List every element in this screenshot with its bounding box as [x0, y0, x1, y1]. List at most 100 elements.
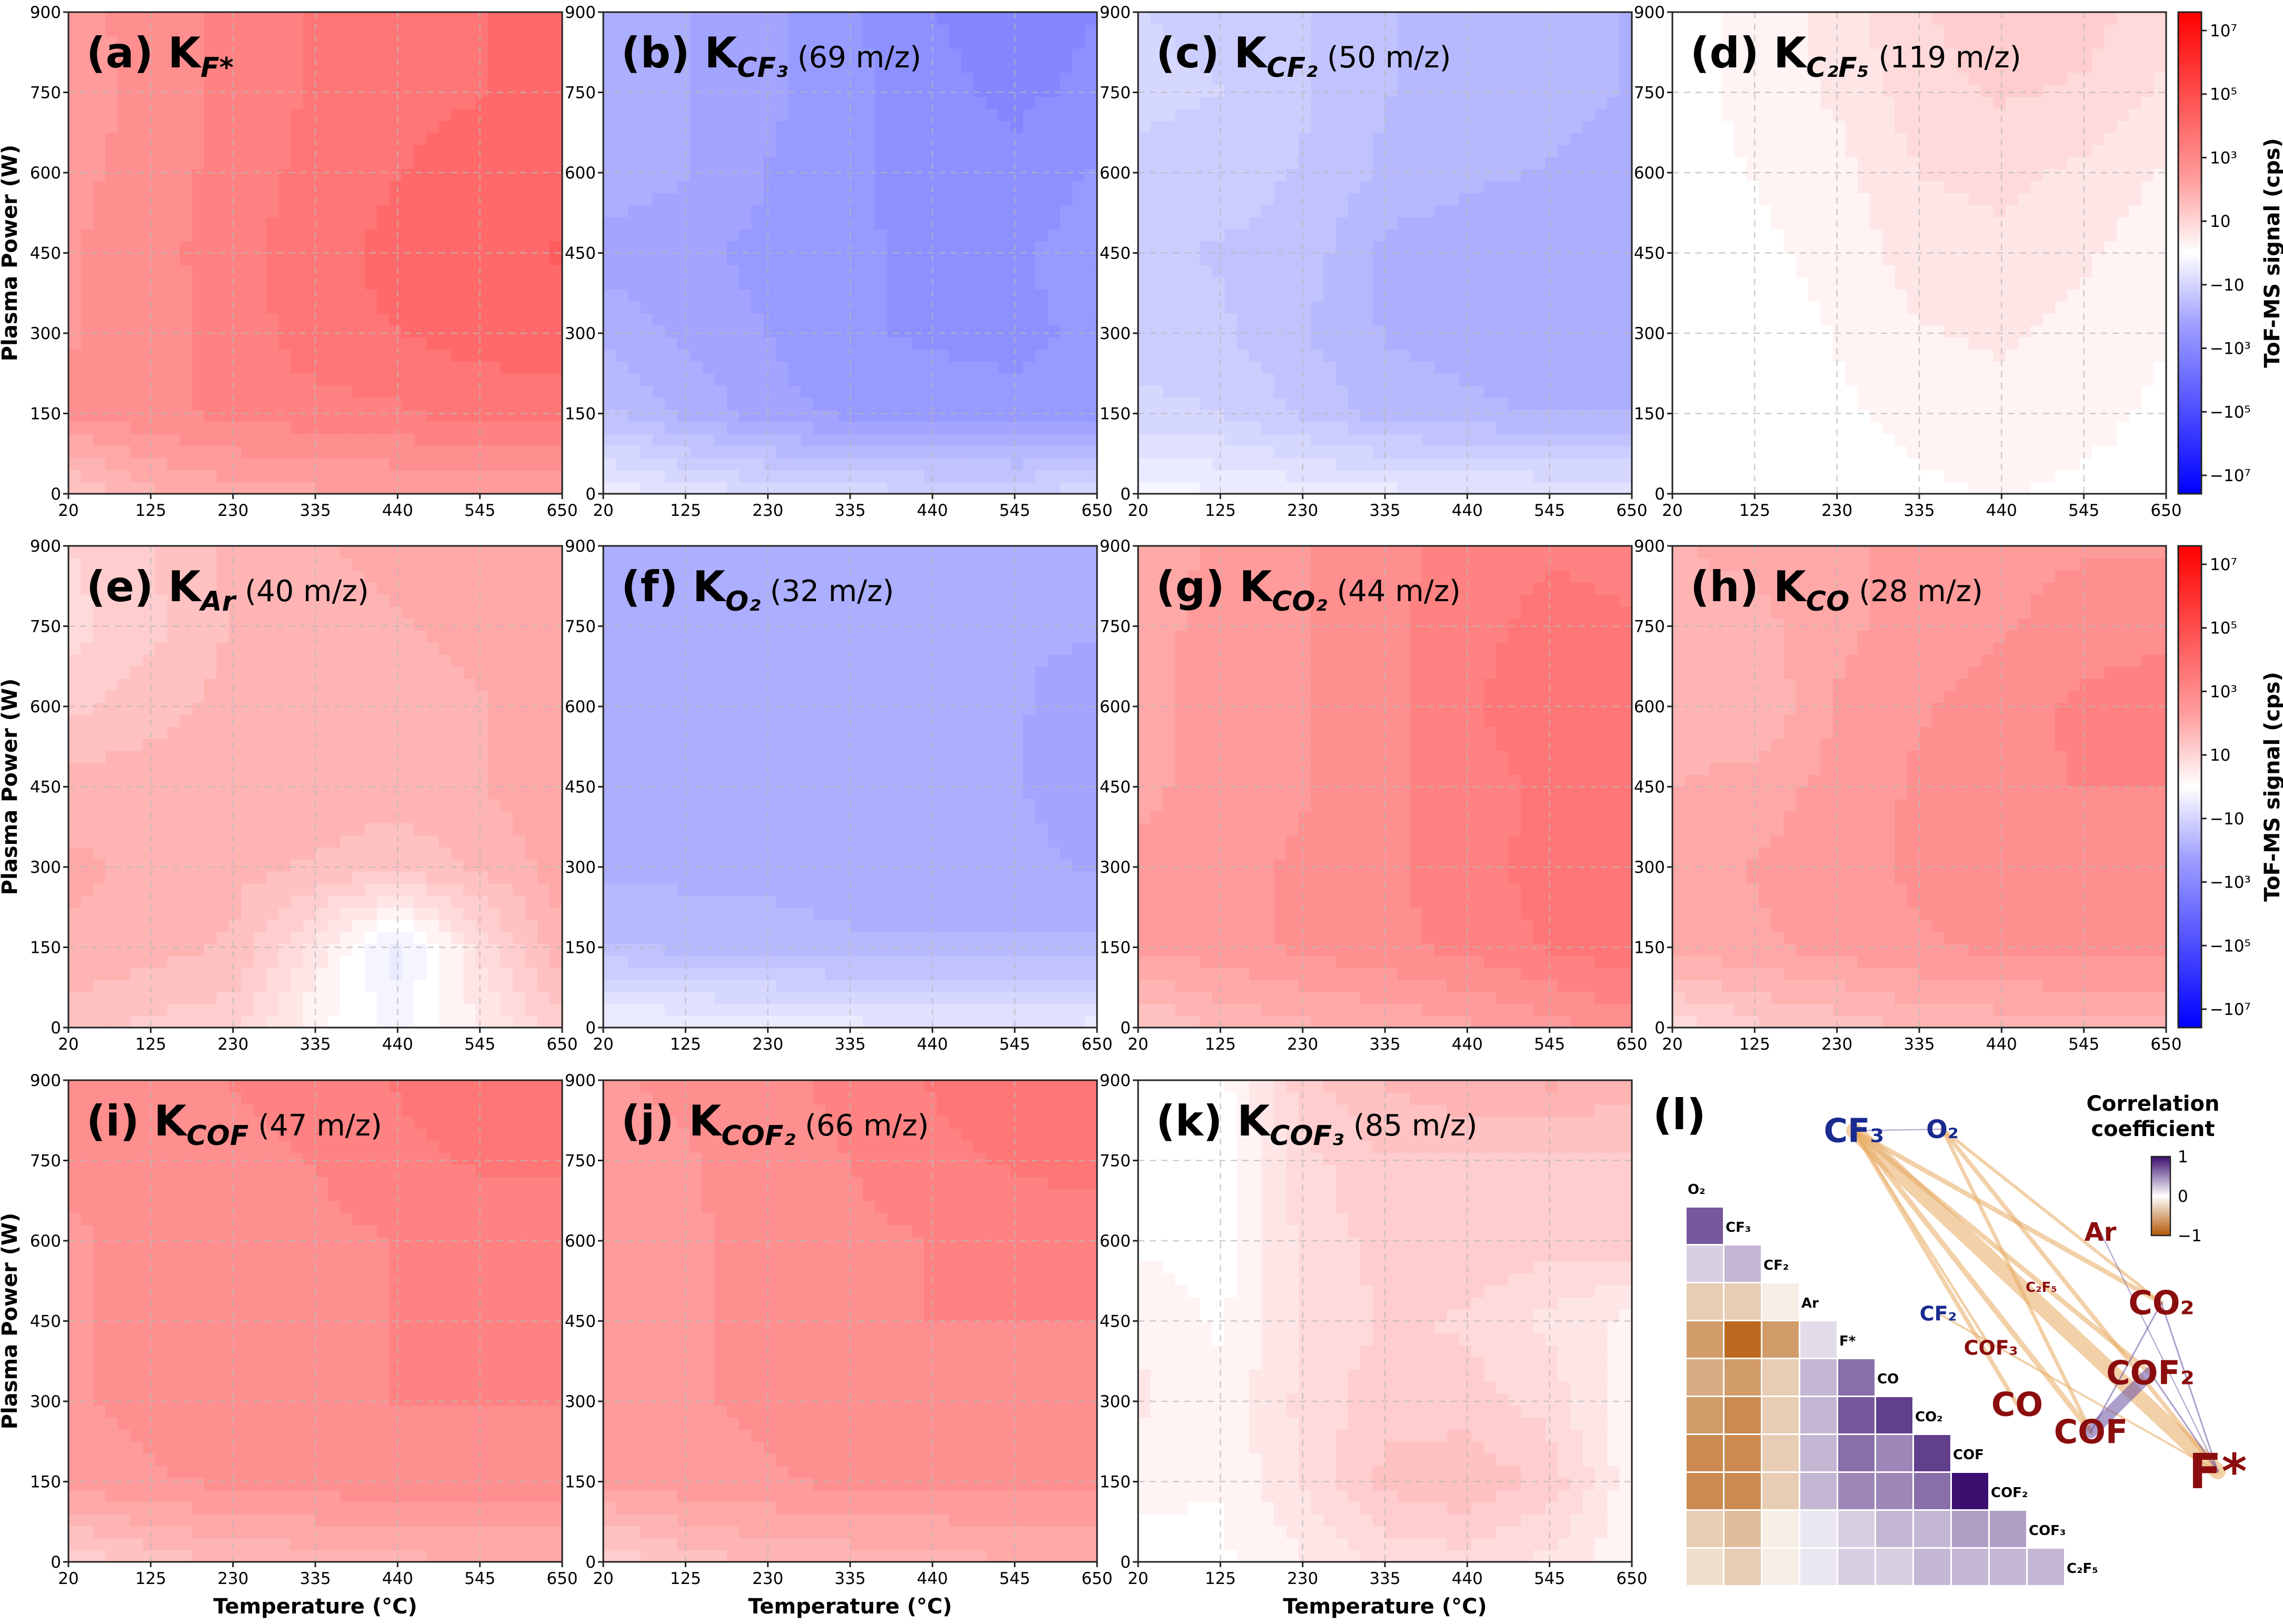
heat-cell: [1545, 24, 1559, 37]
heat-cell: [1286, 60, 1299, 73]
heat-cell: [751, 445, 764, 459]
heat-cell: [1273, 36, 1287, 49]
heat-cell: [1072, 96, 1085, 109]
heat-cell: [899, 241, 913, 254]
heat-cell: [1035, 385, 1048, 398]
heat-cell: [105, 132, 118, 145]
heat-cell: [1261, 445, 1274, 459]
heat-cell: [204, 361, 217, 374]
heat-cell: [451, 120, 464, 133]
heat-cell: [1471, 253, 1484, 266]
heat-cell: [1385, 277, 1398, 290]
heat-cell: [1348, 96, 1361, 109]
heat-cell: [1545, 265, 1559, 278]
heat-cell: [788, 373, 801, 386]
heat-cell: [364, 156, 378, 170]
heat-cell: [1286, 421, 1299, 434]
heat-cell: [1409, 205, 1423, 217]
heat-cell: [426, 433, 440, 446]
heat-cell: [105, 457, 118, 471]
heat-cell: [266, 289, 279, 302]
heat-cell: [364, 144, 378, 157]
heat-cell: [1397, 397, 1410, 410]
heat-cell: [1048, 397, 1061, 410]
heat-cell: [1298, 253, 1312, 266]
heat-cell: [603, 60, 616, 73]
heat-cell: [1311, 205, 1324, 217]
heat-cell: [93, 36, 106, 49]
heat-cell: [627, 96, 641, 109]
heat-cell: [253, 445, 266, 459]
heat-cell: [985, 228, 999, 242]
heat-cell: [1348, 120, 1361, 133]
heat-cell: [303, 445, 316, 459]
heat-cell: [105, 193, 118, 205]
heat-cell: [850, 385, 863, 398]
heat-cell: [1261, 253, 1274, 266]
heat-cell: [253, 349, 266, 362]
heat-cell: [874, 313, 888, 326]
heat-cell: [266, 361, 279, 374]
heat-cell: [1459, 48, 1472, 61]
heat-cell: [874, 457, 888, 471]
heat-cell: [714, 132, 727, 145]
heat-cell: [93, 397, 106, 410]
heat-cell: [1520, 144, 1534, 157]
heat-cell: [838, 205, 851, 217]
heat-cell: [1582, 120, 1596, 133]
heat-cell: [1348, 181, 1361, 193]
heat-cell: [825, 397, 839, 410]
heat-cell: [912, 313, 925, 326]
heat-cell: [327, 433, 341, 446]
heat-cell: [1175, 409, 1188, 422]
heat-cell: [949, 84, 962, 97]
heat-cell: [1422, 385, 1435, 398]
heat-cell: [1582, 12, 1596, 25]
heat-cell: [1175, 24, 1188, 37]
heat-cell: [1150, 84, 1163, 97]
heat-cell: [776, 228, 789, 242]
heat-cell: [1335, 289, 1349, 302]
heat-cell: [1224, 373, 1238, 386]
heat-cell: [1023, 265, 1036, 278]
heat-cell: [1323, 349, 1336, 362]
heat-cell: [838, 48, 851, 61]
heat-cell: [488, 36, 501, 49]
heat-cell: [537, 349, 551, 362]
heat-cell: [998, 337, 1011, 350]
heat-cell: [228, 205, 242, 217]
heat-cell: [1150, 253, 1163, 266]
heat-cell: [291, 409, 304, 422]
heat-cell: [949, 289, 962, 302]
heat-cell: [130, 421, 143, 434]
heat-cell: [1520, 60, 1534, 73]
heat-cell: [1582, 96, 1596, 109]
heat-cell: [874, 108, 888, 121]
heat-cell: [702, 349, 715, 362]
heat-cell: [899, 156, 913, 170]
heat-cell: [438, 313, 452, 326]
heat-cell: [1072, 228, 1085, 242]
heat-cell: [1434, 132, 1448, 145]
heat-cell: [1084, 24, 1097, 37]
heat-cell: [1447, 277, 1460, 290]
heat-cell: [438, 144, 452, 157]
heat-cell: [825, 457, 839, 471]
heat-cell: [973, 60, 986, 73]
heat-cell: [1035, 156, 1048, 170]
heat-cell: [1607, 325, 1620, 338]
heat-cell: [142, 168, 155, 182]
heat-cell: [1150, 409, 1163, 422]
heat-cell: [1023, 168, 1036, 182]
heat-cell: [1360, 193, 1373, 205]
heat-cell: [936, 72, 950, 85]
heat-cell: [813, 349, 826, 362]
heat-cell: [985, 277, 999, 290]
heat-cell: [1471, 96, 1484, 109]
heat-cell: [1533, 397, 1546, 410]
heat-cell: [763, 60, 777, 73]
heat-cell: [1010, 228, 1024, 242]
heat-cell: [142, 385, 155, 398]
heat-cell: [1796, 470, 1809, 482]
heat-cell: [500, 60, 513, 73]
